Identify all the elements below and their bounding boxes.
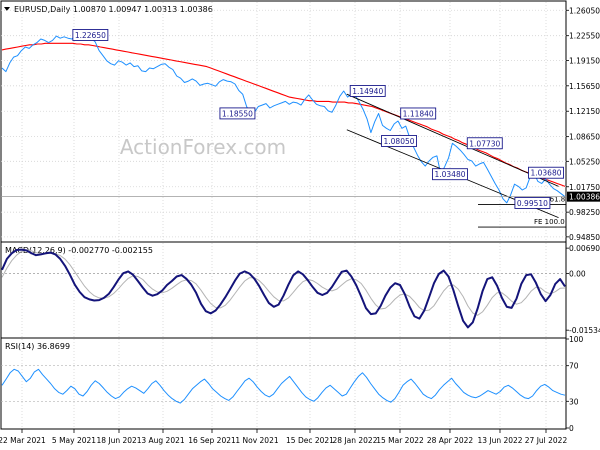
y-tick-label: 0 xyxy=(569,424,574,433)
y-tick-label: 1.15650 xyxy=(569,82,600,91)
y-tick-label: 1.12150 xyxy=(569,107,600,116)
y-tick-label: 100 xyxy=(569,335,584,344)
price-annotation-label: 1.03680 xyxy=(530,169,561,178)
current-price-box xyxy=(567,191,600,202)
price-annotation-label: 1.14940 xyxy=(352,87,383,96)
x-tick-label: 22 Mar 2021 xyxy=(0,436,46,445)
price-annotation-label: 1.03480 xyxy=(434,170,465,179)
price-annotation-box xyxy=(466,137,503,150)
price-annotation-box xyxy=(400,107,437,120)
x-tick-label: 27 Jul 2022 xyxy=(525,436,568,445)
price-annotation-label: 0.99510 xyxy=(517,199,548,208)
rsi-panel xyxy=(0,337,567,430)
price-annotation-box xyxy=(381,135,417,147)
price-annotation-label: 1.08050 xyxy=(384,137,415,146)
chart-title: EURUSD,Daily 1.00870 1.00947 1.00313 1.0… xyxy=(14,5,213,14)
macd-panel xyxy=(0,241,567,339)
price-annotation-label: 1.11840 xyxy=(403,109,434,118)
x-tick-label: 16 Sep 2021 xyxy=(188,436,236,445)
y-tick-label: 30 xyxy=(569,397,579,406)
y-tick-label: 1.19150 xyxy=(569,56,600,65)
price-line xyxy=(1,34,566,204)
x-tick-label: 28 Apr 2022 xyxy=(427,436,474,445)
y-tick-label: 1.22550 xyxy=(569,32,600,41)
y-tick-label: 1.26050 xyxy=(569,6,600,15)
x-tick-label: 15 Mar 2022 xyxy=(376,436,424,445)
fib-label: FE 100.0 xyxy=(534,218,565,226)
x-tick-label: 5 May 2021 xyxy=(52,436,96,445)
dropdown-arrow-icon[interactable] xyxy=(4,7,10,11)
y-tick-label: -0.015348 xyxy=(569,326,600,335)
x-tick-label: 28 Jan 2022 xyxy=(333,436,378,445)
fib-label: FE 61.8 xyxy=(539,196,565,204)
y-tick-label: 0.94850 xyxy=(569,233,600,242)
rsi-label: RSI(14) 36.8699 xyxy=(5,342,70,351)
channel-line xyxy=(346,93,559,187)
price-annotation-box xyxy=(528,166,564,179)
y-tick-label: 1.01750 xyxy=(569,183,600,192)
rsi-line xyxy=(1,368,566,404)
y-tick-label: 1.05250 xyxy=(569,157,600,166)
macd-label: MACD(12,26,9) -0.002770 -0.002155 xyxy=(5,246,153,255)
watermark: ActionForex.com xyxy=(120,135,286,159)
macd-signal-line xyxy=(1,249,566,316)
y-tick-label: 0.006906 xyxy=(569,244,600,253)
x-tick-label: 15 Dec 2021 xyxy=(286,436,334,445)
price-annotation-box xyxy=(219,107,256,120)
x-tick-label: 1 Nov 2021 xyxy=(235,436,278,445)
x-tick-label: 3 Aug 2021 xyxy=(141,436,184,445)
price-annotation-label: 1.18550 xyxy=(222,109,253,118)
current-price-label: 1.00386 xyxy=(569,193,600,202)
price-annotation-box xyxy=(514,196,551,209)
price-panel xyxy=(0,0,567,243)
price-annotation-label: 1.22650 xyxy=(75,31,106,40)
y-tick-label: 0.98250 xyxy=(569,208,600,217)
macd-line xyxy=(1,248,566,329)
x-tick-label: 13 Jun 2022 xyxy=(477,436,522,445)
x-tick-label: 18 Jun 2021 xyxy=(96,436,141,445)
y-tick-label: 1.08650 xyxy=(569,133,600,142)
y-tick-label: 0.00 xyxy=(569,270,586,279)
price-annotation-box xyxy=(432,168,468,181)
price-annotation-box xyxy=(349,85,386,97)
y-tick-label: 70 xyxy=(569,362,579,371)
price-annotation-box xyxy=(72,29,109,41)
price-annotation-label: 1.07730 xyxy=(469,139,500,148)
